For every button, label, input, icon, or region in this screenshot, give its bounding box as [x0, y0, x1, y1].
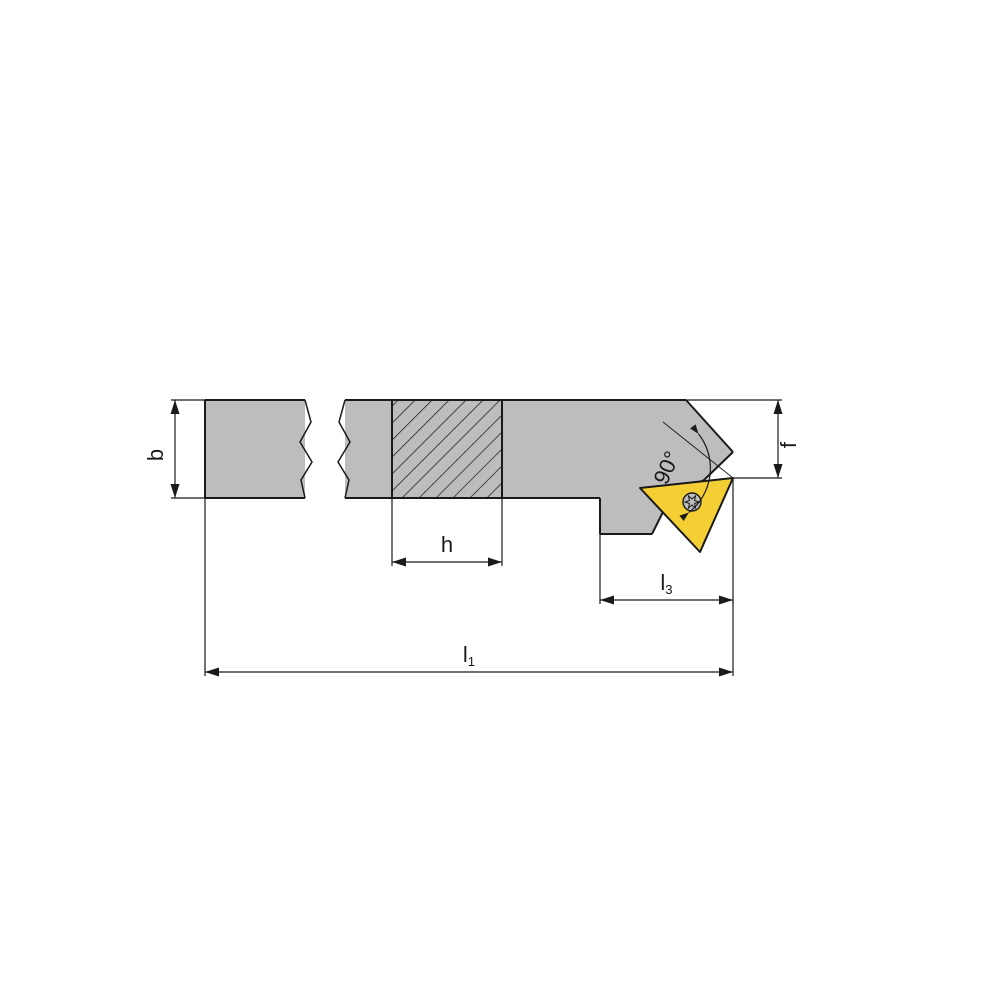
svg-text:h: h	[441, 532, 453, 557]
tool-holder-diagram: bfhl3l190°	[0, 0, 1000, 1000]
svg-text:b: b	[143, 449, 168, 461]
svg-text:f: f	[776, 441, 801, 448]
svg-text:l1: l1	[463, 642, 475, 669]
svg-text:l3: l3	[660, 570, 672, 597]
